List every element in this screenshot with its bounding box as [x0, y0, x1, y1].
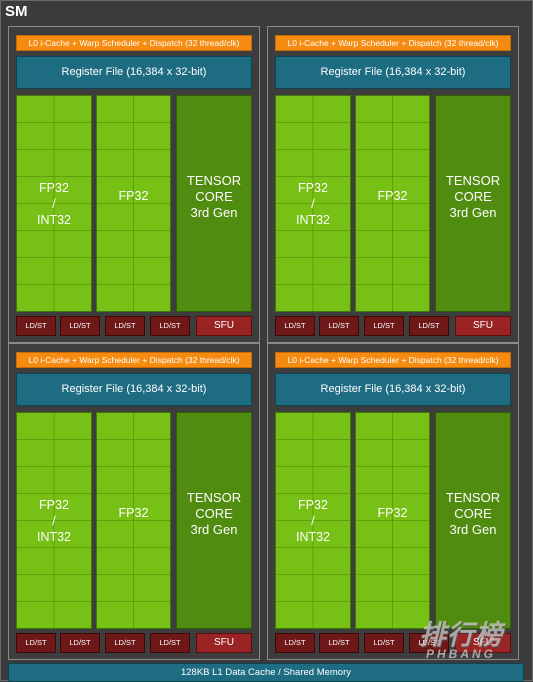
tensor-core-label-line-2: CORE	[454, 189, 492, 204]
fp32-int32-label-line-2: /	[311, 196, 315, 211]
ldst-unit: LD/ST	[409, 316, 449, 336]
tensor-core-label-line-2: CORE	[195, 189, 233, 204]
ldst-unit: LD/ST	[364, 633, 404, 653]
register-file: Register File (16,384 x 32-bit)	[16, 373, 252, 406]
tensor-core: TENSOR CORE 3rd Gen	[176, 95, 252, 312]
fp32-units: FP32	[355, 95, 430, 312]
fp32-int32-label-line-3: INT32	[295, 529, 331, 544]
ldst-unit: LD/ST	[105, 633, 145, 653]
fp32-label: FP32	[118, 189, 149, 203]
ldst-unit: LD/ST	[409, 633, 449, 653]
ldst-unit: LD/ST	[16, 316, 56, 336]
tensor-core-label-line-3: 3rd Gen	[190, 205, 238, 220]
fp32-int32-label-line-3: INT32	[36, 529, 72, 544]
fp32-int32-units: FP32 / INT32	[275, 412, 351, 629]
ldst-unit: LD/ST	[319, 316, 359, 336]
sfu-unit: SFU	[196, 316, 252, 336]
tensor-core-label-line-1: TENSOR	[445, 173, 501, 188]
fp32-int32-label-line-2: /	[52, 196, 56, 211]
fp32-int32-units: FP32 / INT32	[275, 95, 351, 312]
sfu-unit: SFU	[455, 633, 511, 653]
tensor-core: TENSOR CORE 3rd Gen	[435, 412, 511, 629]
tensor-core-label-line-1: TENSOR	[445, 490, 501, 505]
fp32-int32-label-line-3: INT32	[36, 212, 72, 227]
tensor-core: TENSOR CORE 3rd Gen	[435, 95, 511, 312]
ldst-unit: LD/ST	[150, 316, 190, 336]
ldst-unit: LD/ST	[275, 316, 315, 336]
tensor-core-label-line-2: CORE	[454, 506, 492, 521]
ldst-unit: LD/ST	[275, 633, 315, 653]
fp32-label: FP32	[377, 506, 408, 520]
fp32-int32-label-line-2: /	[52, 513, 56, 528]
warp-scheduler: L0 i-Cache + Warp Scheduler + Dispatch (…	[275, 352, 511, 368]
tensor-core-label-line-2: CORE	[195, 506, 233, 521]
sfu-unit: SFU	[455, 316, 511, 336]
warp-scheduler: L0 i-Cache + Warp Scheduler + Dispatch (…	[16, 35, 252, 51]
l1-data-cache: 128KB L1 Data Cache / Shared Memory	[8, 663, 524, 682]
tensor-core-label-line-3: 3rd Gen	[190, 522, 238, 537]
fp32-units: FP32	[96, 95, 171, 312]
tensor-core-label-line-1: TENSOR	[186, 173, 242, 188]
fp32-int32-label-line-1: FP32	[298, 497, 328, 512]
tensor-core-label-line-3: 3rd Gen	[449, 522, 497, 537]
register-file: Register File (16,384 x 32-bit)	[16, 56, 252, 89]
ldst-unit: LD/ST	[16, 633, 56, 653]
fp32-label: FP32	[377, 189, 408, 203]
ldst-unit: LD/ST	[60, 633, 100, 653]
fp32-int32-label-line-2: /	[311, 513, 315, 528]
fp32-units: FP32	[355, 412, 430, 629]
processing-block-2: L0 i-Cache + Warp Scheduler + Dispatch (…	[8, 343, 260, 660]
ldst-unit: LD/ST	[364, 316, 404, 336]
ldst-unit: LD/ST	[60, 316, 100, 336]
tensor-core: TENSOR CORE 3rd Gen	[176, 412, 252, 629]
fp32-int32-units: FP32 / INT32	[16, 95, 92, 312]
processing-block-3: L0 i-Cache + Warp Scheduler + Dispatch (…	[267, 343, 519, 660]
fp32-units: FP32	[96, 412, 171, 629]
fp32-int32-label-line-1: FP32	[39, 180, 69, 195]
tensor-core-label-line-1: TENSOR	[186, 490, 242, 505]
fp32-int32-label-line-1: FP32	[39, 497, 69, 512]
warp-scheduler: L0 i-Cache + Warp Scheduler + Dispatch (…	[16, 352, 252, 368]
sfu-unit: SFU	[196, 633, 252, 653]
processing-block-1: L0 i-Cache + Warp Scheduler + Dispatch (…	[267, 26, 519, 343]
tensor-core-label-line-3: 3rd Gen	[449, 205, 497, 220]
fp32-label: FP32	[118, 506, 149, 520]
fp32-int32-units: FP32 / INT32	[16, 412, 92, 629]
sm-label: SM	[5, 3, 28, 20]
register-file: Register File (16,384 x 32-bit)	[275, 56, 511, 89]
ldst-unit: LD/ST	[319, 633, 359, 653]
register-file: Register File (16,384 x 32-bit)	[275, 373, 511, 406]
processing-block-0: L0 i-Cache + Warp Scheduler + Dispatch (…	[8, 26, 260, 343]
ldst-unit: LD/ST	[150, 633, 190, 653]
warp-scheduler: L0 i-Cache + Warp Scheduler + Dispatch (…	[275, 35, 511, 51]
ldst-unit: LD/ST	[105, 316, 145, 336]
fp32-int32-label-line-1: FP32	[298, 180, 328, 195]
fp32-int32-label-line-3: INT32	[295, 212, 331, 227]
